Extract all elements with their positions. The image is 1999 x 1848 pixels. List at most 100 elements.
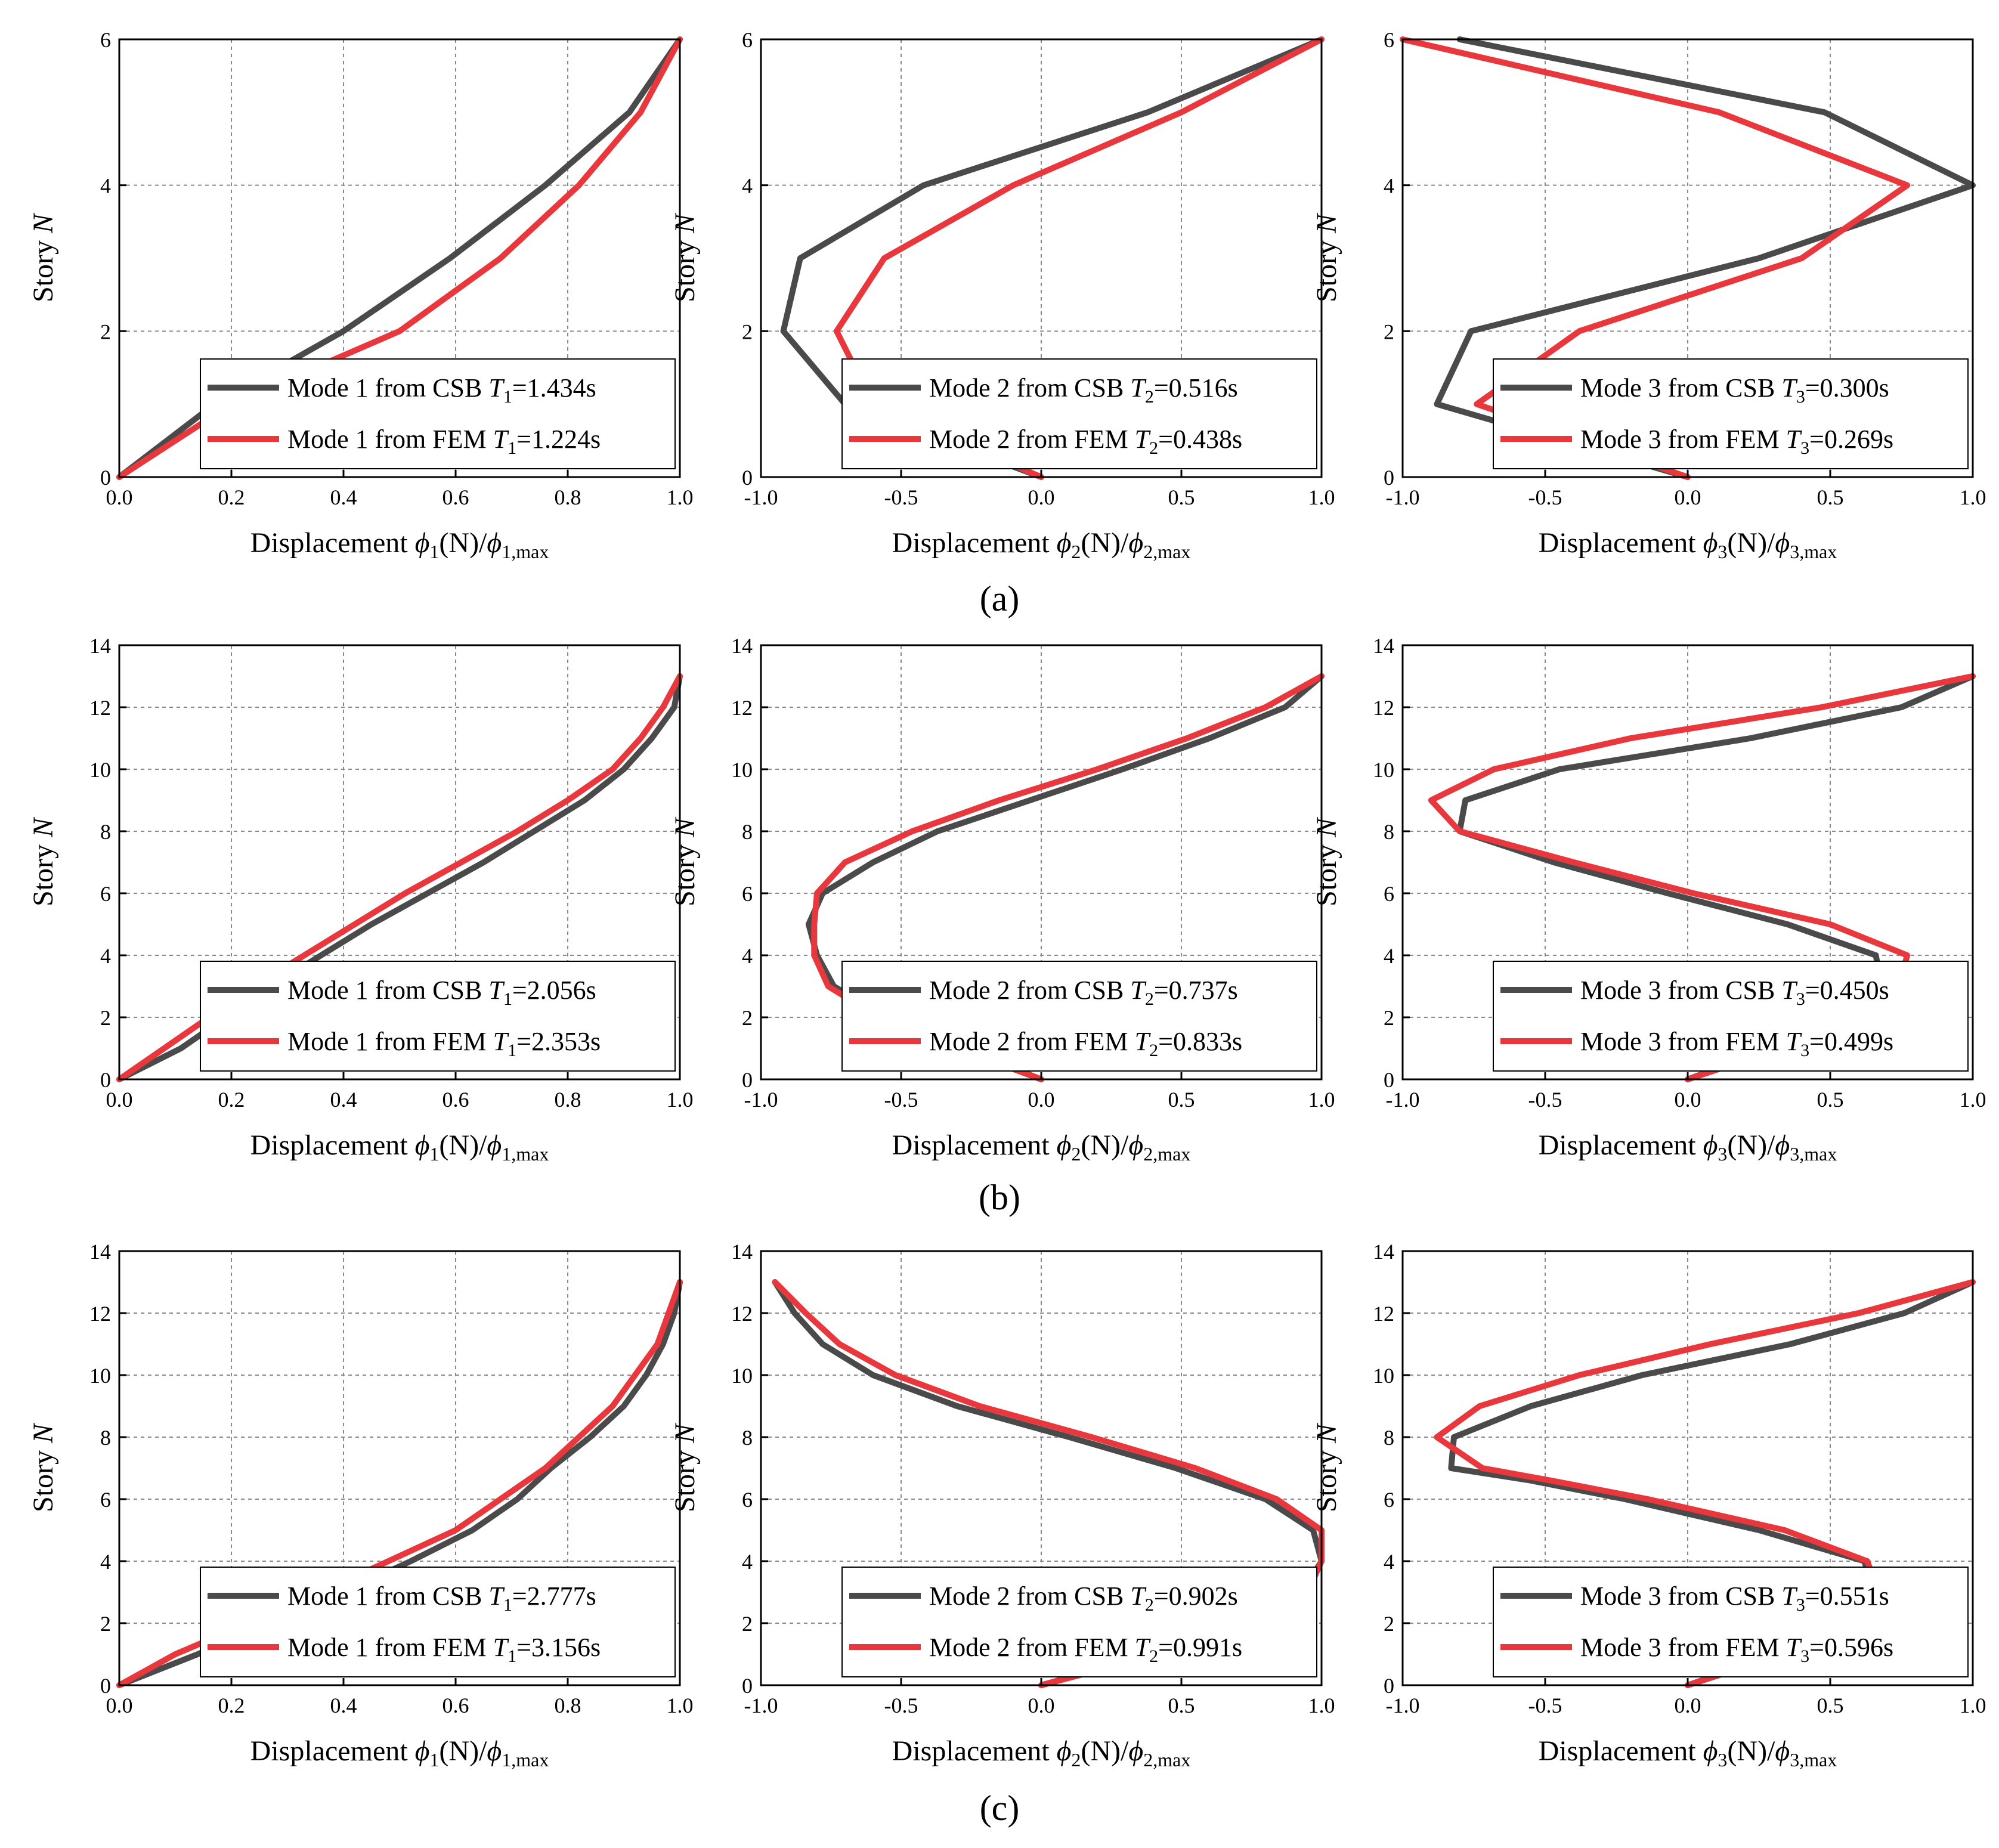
y-tick-label: 8 — [1384, 820, 1394, 844]
y-tick-label: 10 — [89, 1364, 111, 1388]
x-tick-label: 1.0 — [1960, 485, 1986, 509]
x-tick-label: 0.2 — [218, 1694, 245, 1717]
x-tick-label: 1.0 — [667, 485, 694, 509]
chart-0-0: 0.0 0.2 0.4 0.6 0.8 1.0 0 2 4 6 Displacement ϕ1(N)… — [27, 28, 694, 562]
y-tick-label: 2 — [742, 1006, 753, 1030]
legend-box — [1493, 1567, 1969, 1677]
y-tick-label: 14 — [731, 1240, 753, 1264]
chart-1-0: 0.0 0.2 0.4 0.6 0.8 1.0 0 2 4 6 8 10 12 14 Displacemen… — [27, 634, 694, 1165]
y-tick-label: 6 — [742, 1488, 753, 1512]
x-tick-label: -1.0 — [1386, 485, 1420, 509]
caption-a: (a) — [980, 579, 1020, 618]
y-tick-label: 6 — [100, 882, 111, 906]
y-tick-label: 2 — [1384, 320, 1394, 343]
x-tick-label: 0.0 — [1675, 1694, 1701, 1717]
chart-1-2: -1.0 -0.5 0.0 0.5 1.0 0 2 4 6 8 10 12 14 Displacement… — [1311, 634, 1986, 1165]
chart-2-2: -1.0 -0.5 0.0 0.5 1.0 0 2 4 6 8 10 12 14 Displacement… — [1311, 1240, 1986, 1770]
legend: Mode 1 from CSB T1=1.434s Mode 1 from FEM… — [200, 358, 676, 469]
y-axis-label: Story N — [669, 212, 701, 302]
y-tick-label: 0 — [100, 466, 111, 490]
y-tick-label: 12 — [731, 696, 753, 720]
x-axis-label: Displacement ϕ3(N)/ϕ3,max — [1539, 1129, 1837, 1165]
y-tick-label: 4 — [742, 1550, 753, 1574]
y-tick-label: 2 — [100, 1612, 111, 1636]
x-tick-label: -0.5 — [884, 1088, 918, 1112]
legend-label-fem: Mode 3 from FEM T3=0.596s — [1580, 1633, 1893, 1666]
legend-label-csb: Mode 1 from CSB T1=2.777s — [287, 1581, 596, 1615]
legend-box — [841, 961, 1317, 1072]
y-tick-label: 6 — [742, 882, 753, 906]
chart-1-1: -1.0 -0.5 0.0 0.5 1.0 0 2 4 6 8 10 12 14 Displacement… — [669, 634, 1335, 1165]
x-tick-label: -0.5 — [1528, 485, 1562, 509]
x-tick-label: 1.0 — [1960, 1694, 1986, 1717]
y-tick-label: 12 — [1373, 1302, 1394, 1326]
y-tick-label: 6 — [742, 28, 753, 52]
legend-label-csb: Mode 2 from CSB T2=0.902s — [929, 1581, 1238, 1615]
legend-label-csb: Mode 2 from CSB T2=0.516s — [929, 373, 1238, 407]
series-line-fem — [1400, 36, 1911, 480]
legend-box — [841, 1567, 1317, 1677]
legend-label-fem: Mode 1 from FEM T1=3.156s — [287, 1633, 601, 1666]
y-tick-label: 6 — [1384, 1488, 1394, 1512]
x-tick-label: 0.0 — [1675, 485, 1701, 509]
y-tick-label: 12 — [89, 1302, 111, 1326]
y-tick-label: 0 — [742, 1068, 753, 1092]
y-tick-label: 10 — [1373, 1364, 1394, 1388]
legend: Mode 3 from CSB T3=0.450s Mode 3 from FEM… — [1493, 961, 1969, 1072]
legend-box — [200, 358, 676, 469]
series-line-csb — [1434, 36, 1976, 480]
x-tick-label: 0.6 — [442, 1694, 469, 1717]
x-axis-label: Displacement ϕ2(N)/ϕ2,max — [892, 1129, 1191, 1165]
legend: Mode 1 from CSB T1=2.777s Mode 1 from FEM… — [200, 1567, 676, 1677]
y-axis-label: Story N — [27, 1422, 59, 1512]
legend-label-csb: Mode 3 from CSB T3=0.551s — [1580, 1581, 1889, 1615]
y-tick-label: 10 — [89, 758, 111, 782]
y-tick-label: 8 — [100, 1426, 111, 1450]
x-tick-label: -0.5 — [884, 1694, 918, 1717]
y-tick-label: 14 — [1373, 634, 1394, 658]
x-tick-label: 0.8 — [555, 1088, 581, 1112]
x-tick-label: 0.8 — [555, 485, 581, 509]
y-tick-label: 2 — [742, 320, 753, 343]
y-tick-label: 12 — [731, 1302, 753, 1326]
legend: Mode 2 from CSB T2=0.516s Mode 2 from FEM… — [841, 358, 1317, 469]
y-tick-label: 14 — [89, 634, 111, 658]
legend: Mode 1 from CSB T1=2.056s Mode 1 from FEM… — [200, 961, 676, 1072]
x-tick-label: -1.0 — [1386, 1694, 1420, 1717]
x-tick-label: -1.0 — [744, 485, 778, 509]
x-tick-label: -0.5 — [884, 485, 918, 509]
y-tick-label: 4 — [742, 944, 753, 968]
y-tick-label: 4 — [1384, 1550, 1394, 1574]
legend-label-csb: Mode 3 from CSB T3=0.300s — [1580, 373, 1889, 407]
y-tick-label: 0 — [1384, 1674, 1394, 1698]
x-tick-label: -1.0 — [744, 1694, 778, 1717]
y-tick-label: 6 — [100, 28, 111, 52]
x-axis-label: Displacement ϕ3(N)/ϕ3,max — [1539, 1735, 1837, 1770]
legend: Mode 3 from CSB T3=0.300s Mode 3 from FEM… — [1493, 358, 1969, 469]
y-tick-label: 8 — [742, 1426, 753, 1450]
x-tick-label: -1.0 — [744, 1088, 778, 1112]
x-tick-label: 0.5 — [1817, 1694, 1844, 1717]
y-tick-label: 14 — [1373, 1240, 1394, 1264]
x-tick-label: 0.0 — [1028, 485, 1055, 509]
x-tick-label: 0.4 — [330, 1694, 357, 1717]
x-tick-label: 1.0 — [667, 1694, 694, 1717]
legend-box — [1493, 358, 1969, 469]
chart-2-1: -1.0 -0.5 0.0 0.5 1.0 0 2 4 6 8 10 12 14 Displacement… — [669, 1240, 1335, 1770]
x-tick-label: 0.5 — [1817, 1088, 1844, 1112]
legend: Mode 2 from CSB T2=0.902s Mode 2 from FEM… — [841, 1567, 1317, 1677]
x-tick-label: 0.6 — [442, 485, 469, 509]
y-tick-label: 2 — [742, 1612, 753, 1636]
legend-label-fem: Mode 2 from FEM T2=0.991s — [929, 1633, 1242, 1666]
y-tick-label: 4 — [742, 174, 753, 198]
y-tick-label: 8 — [1384, 1426, 1394, 1450]
y-tick-label: 10 — [731, 758, 753, 782]
x-tick-label: 0.0 — [106, 1088, 133, 1112]
plot-frame — [118, 38, 681, 478]
y-tick-label: 6 — [1384, 28, 1394, 52]
x-tick-label: 0.0 — [1675, 1088, 1701, 1112]
y-axis-label: Story N — [669, 816, 701, 906]
y-tick-label: 0 — [100, 1674, 111, 1698]
x-axis-label: Displacement ϕ1(N)/ϕ1,max — [250, 1129, 549, 1165]
x-tick-label: 1.0 — [1308, 1088, 1335, 1112]
